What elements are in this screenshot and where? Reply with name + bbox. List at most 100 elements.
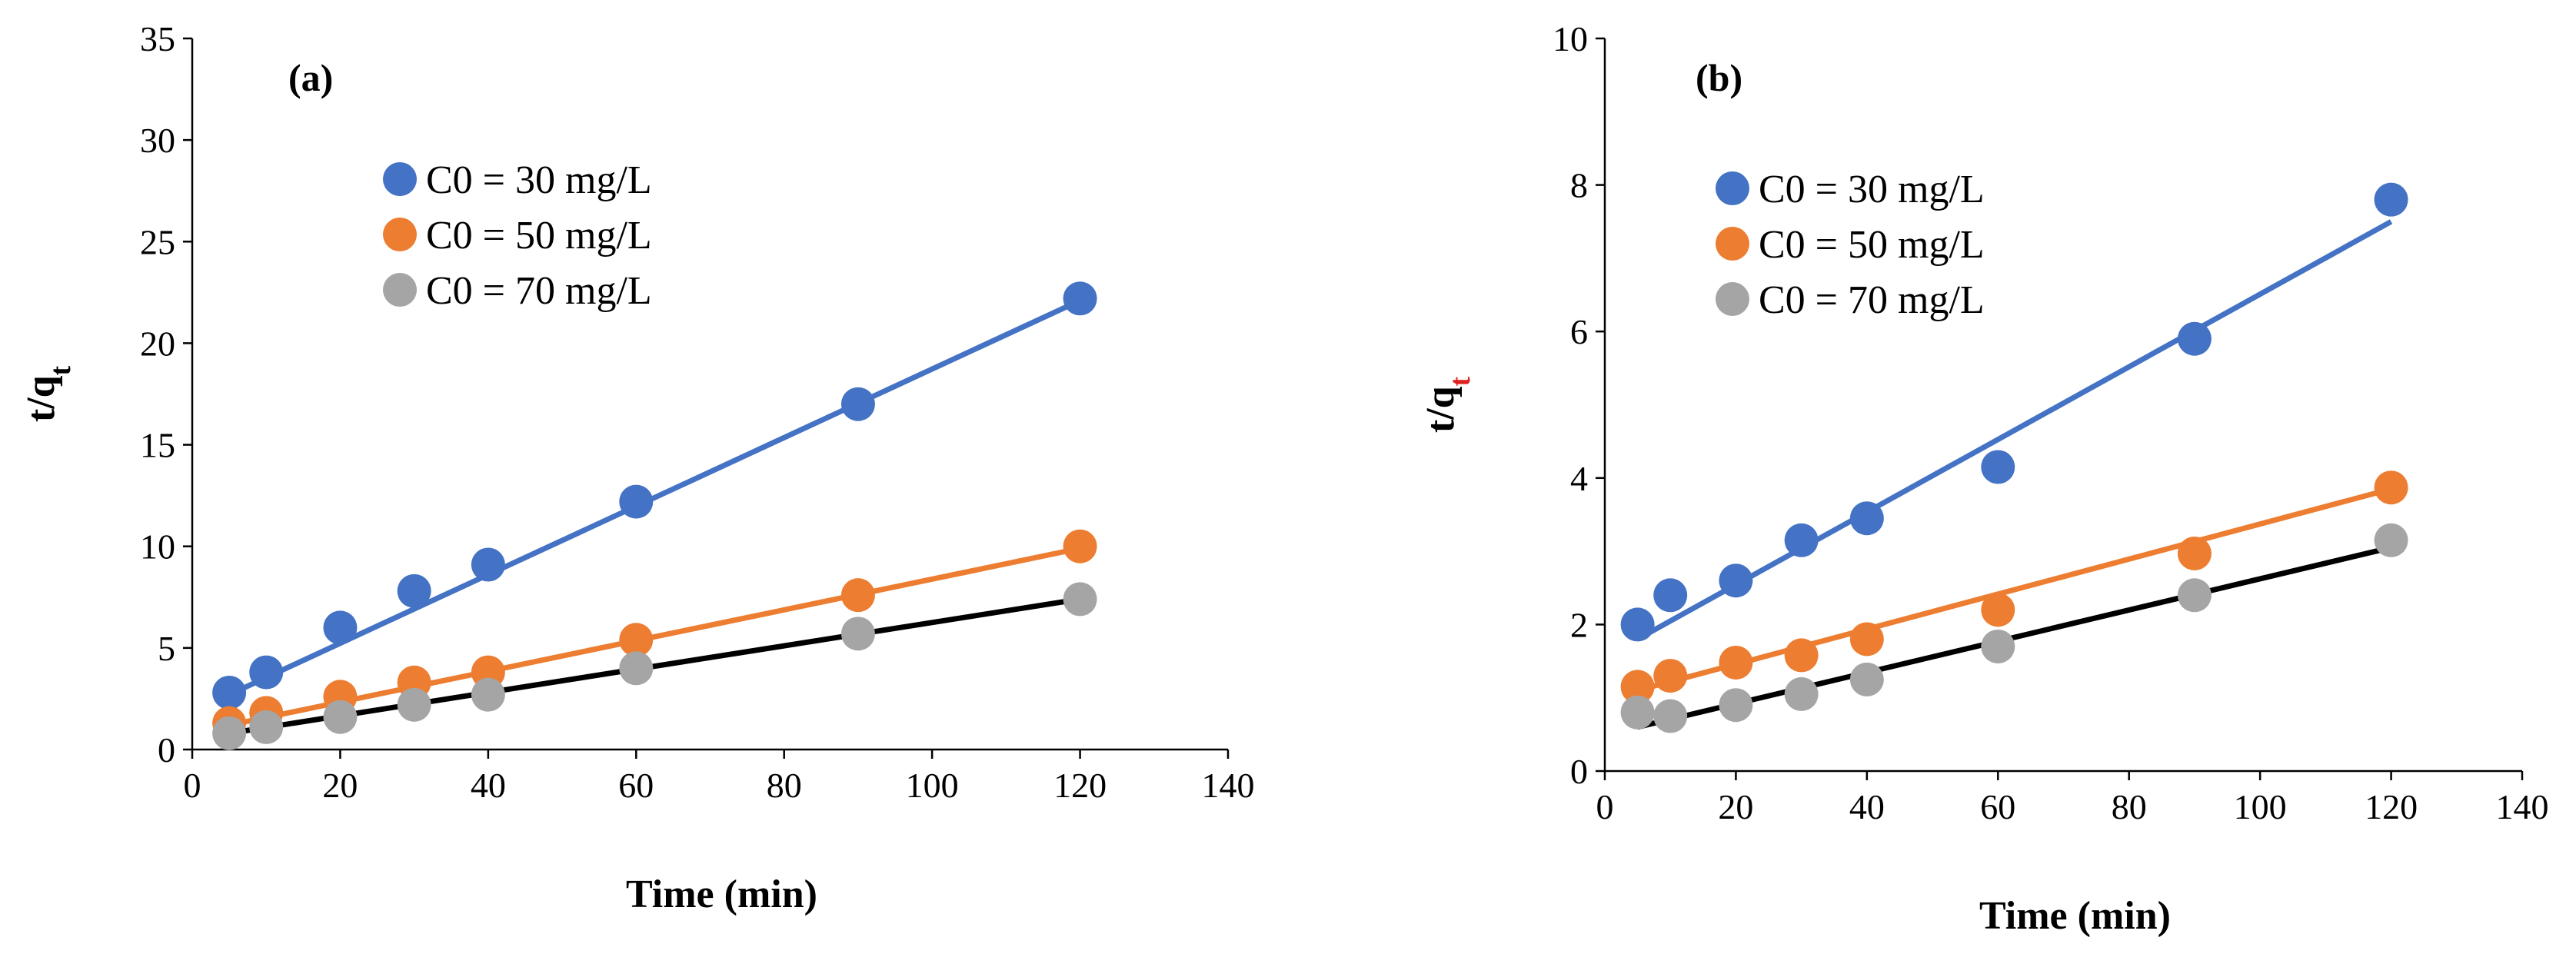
legend-marker-series-2 (383, 218, 417, 251)
data-point-series-3 (249, 710, 284, 744)
data-point-series-1 (1063, 281, 1097, 316)
data-point-series-1 (2177, 321, 2212, 356)
data-point-series-2 (2177, 536, 2212, 570)
data-point-series-3 (1653, 699, 1688, 733)
data-point-series-1 (1849, 501, 1884, 536)
data-point-series-1 (840, 387, 875, 421)
x-tick-label: 40 (471, 766, 506, 805)
data-point-series-3 (1849, 662, 1884, 696)
data-point-series-1 (1653, 578, 1688, 613)
legend-marker-series-2 (1716, 227, 1749, 261)
legend-label-series-1: C0 = 30 mg/L (426, 158, 652, 202)
legend-marker-series-3 (383, 273, 417, 307)
x-axis-title: Time (min) (626, 873, 817, 916)
data-point-series-1 (2374, 182, 2408, 217)
data-point-series-3 (1981, 629, 2015, 663)
legend-label-series-3: C0 = 70 mg/L (1759, 278, 1985, 322)
y-tick-label: 0 (1570, 752, 1588, 791)
trendline-series-3 (228, 596, 1081, 736)
y-axis-title: t/qt (1419, 376, 1476, 433)
legend-label-series-3: C0 = 70 mg/L (426, 269, 652, 313)
y-axis-title-main: t/q (19, 375, 63, 422)
data-point-series-2 (1719, 645, 1753, 680)
data-point-series-3 (212, 716, 247, 750)
y-axis-title-subscript: t (1444, 376, 1476, 386)
legend-label-series-2: C0 = 50 mg/L (426, 214, 652, 258)
legend-marker-series-3 (1716, 282, 1749, 316)
data-point-series-1 (1981, 450, 2015, 484)
x-tick-label: 60 (618, 766, 654, 805)
data-point-series-1 (212, 676, 247, 710)
trendline-series-1 (228, 298, 1082, 697)
panel-label: (a) (288, 56, 333, 99)
trendline-series-1 (1636, 219, 2393, 642)
data-point-series-1 (1784, 523, 1819, 557)
x-tick-label: 20 (1718, 787, 1753, 826)
y-tick-label: 0 (158, 730, 175, 770)
data-point-series-1 (323, 610, 358, 645)
y-tick-label: 5 (158, 629, 175, 668)
data-point-series-2 (1784, 638, 1819, 673)
y-tick-label: 35 (140, 19, 175, 58)
trendline-series-2 (228, 545, 1081, 728)
data-point-series-2 (840, 578, 875, 613)
y-axis-title-subscript: t (45, 365, 77, 375)
data-point-series-2 (1849, 622, 1884, 657)
x-tick-label: 80 (2112, 787, 2147, 826)
data-point-series-2 (1981, 593, 2015, 627)
x-tick-label: 140 (1202, 766, 1255, 805)
y-tick-label: 15 (140, 426, 175, 465)
data-point-series-3 (840, 617, 875, 651)
y-tick-label: 30 (140, 121, 175, 160)
x-tick-label: 20 (322, 766, 358, 805)
legend-label-series-2: C0 = 50 mg/L (1759, 223, 1985, 267)
y-axis-title: t/qt (19, 365, 77, 422)
data-point-series-1 (249, 655, 284, 690)
y-tick-label: 8 (1570, 166, 1588, 205)
data-point-series-3 (619, 651, 654, 686)
y-tick-label: 10 (1553, 19, 1588, 58)
panel-label: (b) (1696, 56, 1742, 99)
data-point-series-3 (471, 677, 505, 712)
data-point-series-1 (619, 484, 654, 519)
y-axis-title-main: t/q (1419, 386, 1463, 433)
x-tick-label: 60 (1980, 787, 2015, 826)
x-tick-label: 0 (184, 766, 201, 805)
y-tick-label: 25 (140, 222, 175, 261)
chart-panel-a: 0 5 10 15 20 25 30 35 0 20 40 60 80 100 120 140 Time (mi… (19, 19, 1255, 916)
y-tick-label: 2 (1570, 605, 1588, 644)
x-tick-label: 0 (1596, 787, 1614, 826)
x-tick-label: 80 (767, 766, 802, 805)
y-tick-label: 20 (140, 324, 175, 363)
x-tick-label: 100 (906, 766, 959, 805)
data-point-series-3 (2374, 523, 2408, 557)
data-point-series-3 (2177, 578, 2212, 613)
data-point-series-1 (471, 547, 505, 582)
x-axis-title: Time (min) (1979, 894, 2171, 938)
trendline-series-2 (1636, 486, 2392, 693)
data-point-series-1 (1719, 563, 1753, 598)
data-point-series-3 (323, 700, 358, 734)
trendline-series-3 (1636, 544, 2392, 730)
data-point-series-3 (1620, 695, 1655, 730)
legend-marker-series-1 (383, 162, 417, 196)
data-point-series-3 (1719, 688, 1753, 723)
y-tick-label: 10 (140, 527, 175, 567)
x-tick-label: 120 (1053, 766, 1107, 805)
y-tick-label: 4 (1570, 459, 1588, 498)
data-point-series-2 (1063, 529, 1097, 563)
data-point-series-2 (619, 623, 654, 657)
legend-marker-series-1 (1716, 171, 1749, 205)
x-tick-label: 100 (2234, 787, 2287, 826)
data-point-series-2 (1653, 659, 1688, 693)
y-tick-label: 6 (1570, 312, 1588, 351)
data-point-series-3 (397, 687, 431, 722)
data-point-series-2 (2374, 470, 2408, 505)
x-tick-label: 120 (2365, 787, 2418, 826)
x-tick-label: 40 (1849, 787, 1885, 826)
x-tick-label: 140 (2496, 787, 2549, 826)
data-point-series-3 (1063, 582, 1097, 617)
data-point-series-3 (1784, 676, 1819, 711)
